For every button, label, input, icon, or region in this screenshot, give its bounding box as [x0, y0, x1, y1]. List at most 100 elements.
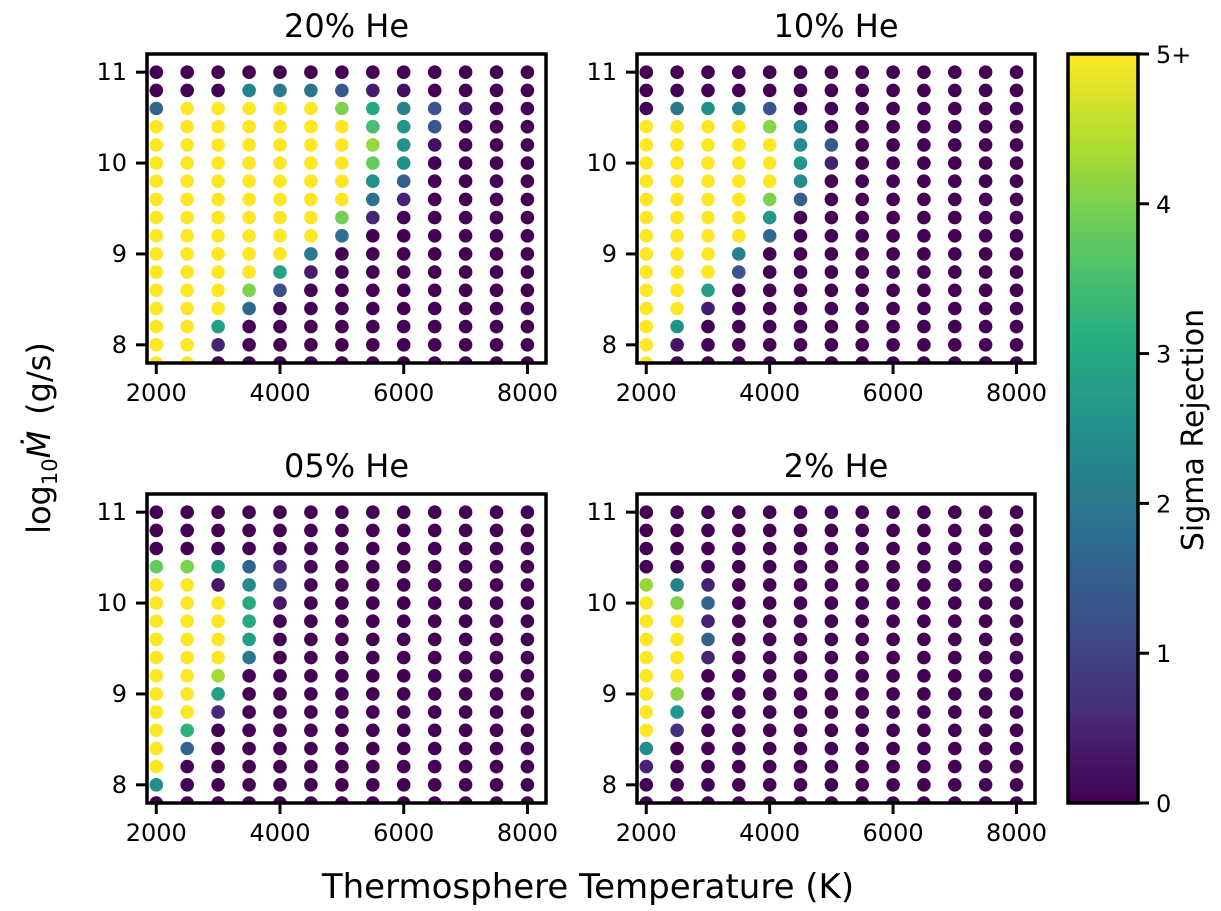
data-point: [886, 265, 900, 279]
data-point: [1009, 319, 1024, 334]
data-point: [427, 559, 442, 574]
data-point: [917, 210, 931, 225]
data-point: [304, 596, 318, 610]
data-point: [793, 338, 808, 352]
data-point: [458, 229, 473, 243]
data-point: [793, 192, 808, 207]
data-point: [520, 596, 535, 610]
data-point: [670, 301, 684, 316]
data-point: [855, 210, 869, 225]
data-point: [458, 778, 473, 792]
data-point: [824, 101, 839, 116]
data-point: [149, 669, 164, 683]
data-point: [732, 338, 746, 352]
data-point: [670, 559, 684, 574]
data-point: [396, 229, 411, 243]
data-point: [489, 301, 504, 316]
data-point: [855, 778, 869, 792]
data-point: [886, 247, 900, 261]
data-point: [489, 192, 504, 207]
data-point: [335, 759, 349, 774]
data-point: [639, 174, 654, 188]
data-point: [917, 101, 931, 116]
data-point: [242, 632, 256, 647]
data-point: [366, 523, 380, 538]
data-point: [639, 559, 654, 574]
data-point: [670, 138, 684, 152]
data-point: [458, 65, 473, 79]
y-tick-label: 9: [602, 240, 617, 268]
data-point: [639, 65, 654, 79]
data-point: [1009, 119, 1024, 134]
data-point: [242, 741, 256, 756]
data-point: [149, 338, 164, 352]
data-point: [701, 541, 715, 556]
data-point: [520, 192, 535, 207]
data-point: [335, 541, 349, 556]
data-point: [1009, 523, 1024, 538]
data-point: [670, 778, 684, 792]
data-point: [917, 759, 931, 774]
panel-title: 20% He: [284, 7, 409, 45]
data-point: [978, 614, 993, 628]
data-point: [670, 338, 684, 352]
data-point: [917, 705, 931, 719]
data-point: [824, 559, 839, 574]
data-point: [762, 119, 777, 134]
data-point: [304, 210, 318, 225]
data-point: [886, 741, 900, 756]
data-point: [948, 65, 962, 79]
data-point: [917, 578, 931, 592]
svg-text:log10Ṁ(g/s): log10Ṁ (g/s): [20, 342, 62, 534]
data-point: [520, 338, 535, 352]
data-point: [670, 247, 684, 261]
data-point: [732, 614, 746, 628]
data-point: [701, 669, 715, 683]
data-point: [489, 778, 504, 792]
data-point: [855, 687, 869, 701]
data-point: [824, 778, 839, 792]
data-point: [732, 541, 746, 556]
data-point: [242, 138, 256, 152]
data-point: [180, 229, 194, 243]
data-point: [762, 614, 777, 628]
data-point: [335, 578, 349, 592]
data-point: [701, 83, 715, 98]
data-point: [762, 650, 777, 665]
panel-3: 2000 4000 6000 8000 8 9 10 11 05% He: [96, 447, 558, 847]
data-point: [732, 505, 746, 519]
data-point: [917, 669, 931, 683]
data-point: [701, 778, 715, 792]
data-point: [211, 705, 225, 719]
data-point: [824, 65, 839, 79]
data-point: [732, 65, 746, 79]
data-point: [211, 319, 225, 334]
data-point: [732, 723, 746, 738]
data-point: [793, 705, 808, 719]
data-point: [520, 687, 535, 701]
data-point: [978, 174, 993, 188]
data-point: [335, 778, 349, 792]
data-point: [948, 596, 962, 610]
data-point: [304, 101, 318, 116]
data-point: [458, 741, 473, 756]
data-point: [427, 541, 442, 556]
data-point: [1009, 778, 1024, 792]
y-tick-label: 8: [112, 331, 127, 359]
data-point: [489, 283, 504, 298]
data-point: [427, 156, 442, 170]
data-point: [732, 687, 746, 701]
data-point: [793, 650, 808, 665]
data-point: [396, 319, 411, 334]
scatter-points: [149, 65, 535, 363]
data-point: [180, 541, 194, 556]
data-point: [458, 247, 473, 261]
data-point: [978, 687, 993, 701]
data-point: [304, 632, 318, 647]
data-point: [701, 65, 715, 79]
data-point: [211, 283, 225, 298]
data-point: [489, 523, 504, 538]
data-point: [242, 523, 256, 538]
data-point: [335, 559, 349, 574]
